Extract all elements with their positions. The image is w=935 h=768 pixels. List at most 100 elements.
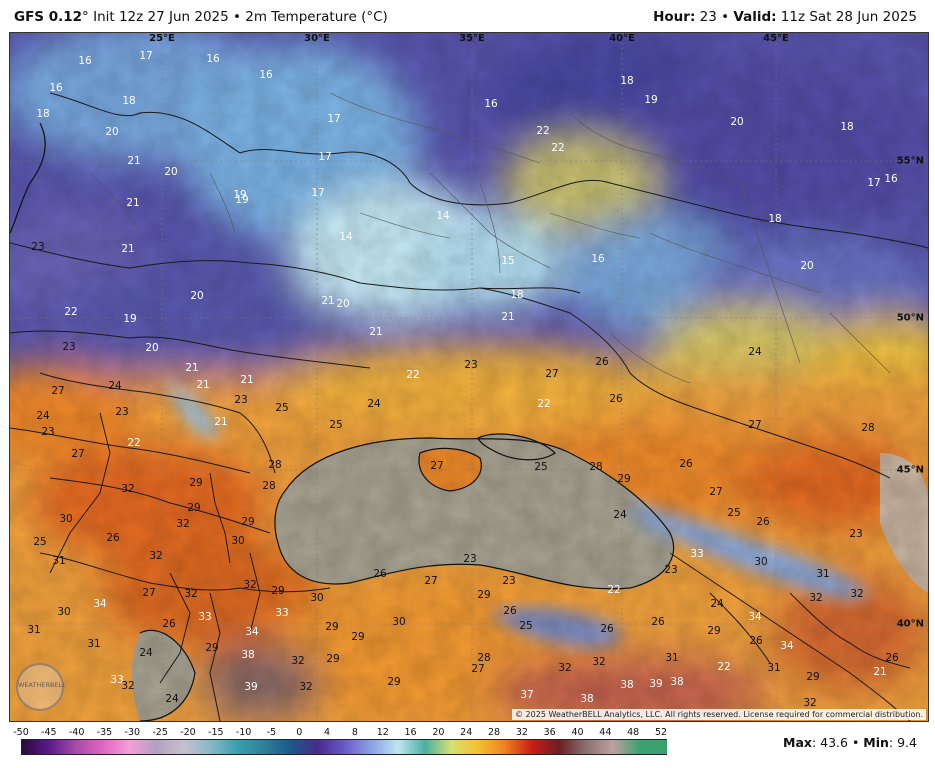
colorbar-segment <box>129 740 157 754</box>
temperature-value: 23 <box>502 574 516 587</box>
colorbar-segment <box>397 740 426 754</box>
colorbar-tick-label: -5 <box>266 727 277 738</box>
temperature-value: 34 <box>245 625 259 638</box>
temperature-value: 21 <box>369 325 383 338</box>
temperature-value: 20 <box>105 125 119 138</box>
colorbar-segment <box>75 740 104 754</box>
temperature-value: 33 <box>110 673 124 686</box>
temperature-value: 17 <box>311 186 325 199</box>
temperature-value: 29 <box>241 515 255 528</box>
temperature-value: 22 <box>406 368 420 381</box>
colorbar-segment <box>344 740 372 754</box>
temperature-map[interactable]: WEATHERBELL © 2025 WeatherBELL Analytics… <box>9 32 929 722</box>
colorbar-segment <box>102 740 130 754</box>
weatherbell-logo: WEATHERBELL <box>16 663 66 711</box>
colorbar-tick-label: -10 <box>235 727 252 738</box>
temperature-value: 28 <box>861 421 875 434</box>
temperature-value: 34 <box>748 610 762 623</box>
temperature-value: 26 <box>162 617 176 630</box>
colorbar-segment <box>156 740 184 754</box>
temperature-value: 25 <box>33 535 47 548</box>
temperature-value: 14 <box>339 230 353 243</box>
temperature-value: 38 <box>620 678 634 691</box>
temperature-value: 30 <box>392 615 406 628</box>
longitude-label: 45°E <box>763 33 789 44</box>
temperature-value: 14 <box>436 209 450 222</box>
colorbar-segment <box>478 740 506 754</box>
temperature-value: 32 <box>176 517 190 530</box>
temperature-value: 27 <box>430 459 444 472</box>
colorbar-tick-label: 32 <box>515 727 528 738</box>
temperature-value: 31 <box>816 567 830 580</box>
temperature-value: 34 <box>93 597 107 610</box>
colorbar-segment <box>183 740 211 754</box>
colorbar-segment <box>370 740 399 754</box>
temperature-value: 21 <box>873 665 887 678</box>
temperature-value: 28 <box>589 460 603 473</box>
latitude-label: 45°N <box>896 464 924 476</box>
temperature-value: 18 <box>36 107 50 120</box>
temperature-value: 25 <box>534 460 548 473</box>
temperature-value: 22 <box>537 397 551 410</box>
temperature-value: 29 <box>325 620 339 633</box>
temperature-value: 27 <box>51 384 65 397</box>
colorbar-segment <box>558 740 587 754</box>
min-value: : 9.4 <box>888 735 917 750</box>
temperature-value: 19 <box>644 93 658 106</box>
temperature-value: 33 <box>275 606 289 619</box>
colorbar-tick-label: 40 <box>571 727 584 738</box>
temperature-value: 26 <box>600 622 614 635</box>
temperature-value: 16 <box>49 81 63 94</box>
temperature-value: 26 <box>595 355 609 368</box>
copyright-notice: © 2025 WeatherBELL Analytics, LLC. All r… <box>512 709 926 720</box>
temperature-value: 16 <box>484 97 498 110</box>
temperature-value: 23 <box>62 340 76 353</box>
temperature-value: 23 <box>234 393 248 406</box>
temperature-value: 30 <box>57 605 71 618</box>
colorbar-tick-label: -25 <box>152 727 168 738</box>
colorbar-tick-label: 28 <box>487 727 501 738</box>
temperature-value: 22 <box>607 583 621 596</box>
temperature-value: 26 <box>373 567 387 580</box>
colorbar-segment <box>48 740 77 754</box>
temperature-value: 19 <box>233 188 247 201</box>
colorbar-ticks: -50 -45 -40 -35 -30 -25 -20 -15 -10 -5 0 4 8 12 16 20 24… <box>13 727 667 739</box>
colorbar-segment <box>505 740 533 754</box>
temperature-value: 21 <box>185 361 199 374</box>
temperature-value: 28 <box>477 651 491 664</box>
longitude-label: 30°E <box>304 33 330 44</box>
temperature-value: 29 <box>477 588 491 601</box>
coastlines <box>10 122 675 721</box>
logo-text: WEATHERBELL <box>18 681 66 689</box>
temperature-value: 25 <box>519 619 533 632</box>
header: GFS 0.12° Init 12z 27 Jun 2025 • 2m Temp… <box>0 0 935 32</box>
colorbar-tick-label: -45 <box>41 727 57 738</box>
colorbar-tick-label: 4 <box>324 727 331 738</box>
temperature-value: 16 <box>78 54 92 67</box>
colorbar-tick-label: 48 <box>627 727 640 738</box>
temperature-value: 22 <box>536 124 550 137</box>
temperature-value: 24 <box>748 345 762 358</box>
temperature-value: 25 <box>329 418 343 431</box>
latitude-label: 40°N <box>896 618 924 630</box>
temperature-value: 30 <box>754 555 768 568</box>
temperature-value: 17 <box>867 176 881 189</box>
temperature-value: 31 <box>52 554 66 567</box>
colorbar-tick-label: 44 <box>599 727 612 738</box>
temperature-value: 24 <box>613 508 627 521</box>
colorbar-tick-label: 0 <box>296 727 303 738</box>
temperature-value: 18 <box>768 212 782 225</box>
temperature-value: 38 <box>670 675 684 688</box>
temperature-value: 27 <box>709 485 723 498</box>
temperature-value: 30 <box>59 512 73 525</box>
temperature-value: 31 <box>27 623 41 636</box>
temperature-value: 20 <box>145 341 159 354</box>
colorbar-segment <box>236 740 265 754</box>
temperature-value: 27 <box>748 418 762 431</box>
longitude-label: 35°E <box>459 33 485 44</box>
temperature-value: 32 <box>243 578 257 591</box>
temperature-value: 16 <box>591 252 605 265</box>
temperature-value: 16 <box>259 68 273 81</box>
colorbar-segment <box>424 740 452 754</box>
temperature-value: 28 <box>268 458 282 471</box>
